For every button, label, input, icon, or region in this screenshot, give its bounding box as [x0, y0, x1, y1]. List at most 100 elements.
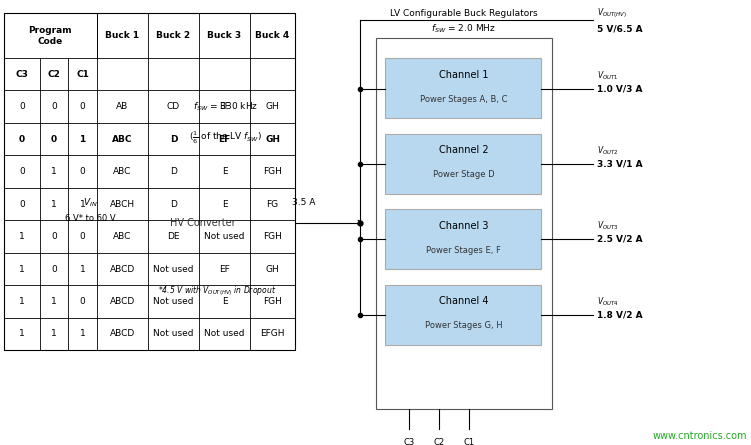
Text: C3: C3 — [15, 69, 29, 79]
Text: 0: 0 — [19, 102, 25, 111]
Bar — [376, 38, 552, 409]
Text: E: E — [222, 199, 228, 209]
Text: 2.5 V/2 A: 2.5 V/2 A — [597, 235, 643, 244]
Text: D: D — [170, 199, 177, 209]
Text: 1: 1 — [80, 199, 86, 209]
Text: Program
Code: Program Code — [29, 25, 72, 46]
Text: 3.5 A: 3.5 A — [292, 198, 316, 207]
Text: 1: 1 — [51, 329, 57, 339]
Text: Not used: Not used — [204, 329, 245, 339]
Text: LV Configurable Buck Regulators: LV Configurable Buck Regulators — [390, 9, 538, 18]
Text: ($\frac{1}{6}$ of the LV $f_{SW}$): ($\frac{1}{6}$ of the LV $f_{SW}$) — [189, 129, 262, 146]
Text: Buck 3: Buck 3 — [207, 31, 242, 40]
Text: 3.3 V/1 A: 3.3 V/1 A — [597, 159, 643, 168]
Text: 1: 1 — [80, 264, 86, 274]
Text: $V_{OUT3}$: $V_{OUT3}$ — [597, 220, 619, 232]
Text: $V_{OUT4}$: $V_{OUT4}$ — [597, 295, 619, 308]
Text: ABC: ABC — [113, 167, 131, 176]
Text: 6 V* to 60 V: 6 V* to 60 V — [65, 214, 116, 222]
Text: Not used: Not used — [153, 329, 194, 339]
Text: $f_{SW}$ = 2.0 MHz: $f_{SW}$ = 2.0 MHz — [431, 23, 496, 35]
Text: AB: AB — [116, 102, 128, 111]
Text: Channel 4: Channel 4 — [439, 296, 488, 307]
Bar — [385, 134, 541, 194]
Text: 0: 0 — [51, 102, 57, 111]
Text: C3: C3 — [404, 438, 415, 445]
Bar — [385, 285, 541, 345]
Bar — [158, 187, 248, 258]
Text: FGH: FGH — [263, 167, 282, 176]
Text: EF: EF — [219, 134, 231, 144]
Text: HV Converter: HV Converter — [170, 218, 236, 227]
Text: Buck 2: Buck 2 — [156, 31, 191, 40]
Text: C2: C2 — [47, 69, 61, 79]
Text: C1: C1 — [76, 69, 89, 79]
Text: Not used: Not used — [204, 232, 245, 241]
Text: GH: GH — [266, 264, 279, 274]
Text: 1.8 V/2 A: 1.8 V/2 A — [597, 311, 643, 320]
Text: 0: 0 — [80, 102, 86, 111]
Text: 0: 0 — [19, 134, 25, 144]
Text: Buck 4: Buck 4 — [255, 31, 290, 40]
Text: Not used: Not used — [153, 297, 194, 306]
Text: 0: 0 — [19, 199, 25, 209]
Text: 1: 1 — [19, 264, 25, 274]
Text: EF: EF — [219, 264, 230, 274]
Text: Channel 3: Channel 3 — [439, 221, 488, 231]
Text: 1: 1 — [80, 134, 86, 144]
Text: www.cntronics.com: www.cntronics.com — [653, 431, 747, 441]
Bar — [385, 209, 541, 269]
Text: Power Stage D: Power Stage D — [433, 170, 494, 179]
Text: E: E — [222, 297, 228, 306]
Text: *4.5 V with $V_{OUT(HV)}$ in Dropout: *4.5 V with $V_{OUT(HV)}$ in Dropout — [158, 284, 276, 299]
Text: 1: 1 — [19, 297, 25, 306]
Text: C1: C1 — [464, 438, 475, 445]
Text: 0: 0 — [80, 232, 86, 241]
Text: 0: 0 — [80, 297, 86, 306]
Text: 1: 1 — [51, 297, 57, 306]
Text: FGH: FGH — [263, 232, 282, 241]
Text: FGH: FGH — [263, 297, 282, 306]
Bar — [4, 13, 295, 350]
Text: GH: GH — [265, 134, 280, 144]
Text: 1: 1 — [51, 167, 57, 176]
Text: Channel 2: Channel 2 — [439, 145, 488, 155]
Text: 1: 1 — [19, 329, 25, 339]
Text: EFGH: EFGH — [261, 329, 285, 339]
Text: Power Stages A, B, C: Power Stages A, B, C — [420, 94, 507, 104]
Text: D: D — [170, 134, 177, 144]
Text: 0: 0 — [51, 134, 57, 144]
Text: DE: DE — [167, 232, 179, 241]
Text: D: D — [170, 167, 177, 176]
Text: 0: 0 — [80, 167, 86, 176]
Text: ABCD: ABCD — [110, 297, 135, 306]
Text: FG: FG — [267, 199, 279, 209]
Text: Power Stages E, F: Power Stages E, F — [426, 246, 501, 255]
Text: 1: 1 — [51, 199, 57, 209]
Text: ABC: ABC — [112, 134, 133, 144]
Text: Channel 1: Channel 1 — [439, 69, 488, 80]
Text: CD: CD — [167, 102, 180, 111]
Text: 5 V/6.5 A: 5 V/6.5 A — [597, 24, 643, 33]
Text: $V_{OUT1}$: $V_{OUT1}$ — [597, 69, 619, 82]
Text: 1: 1 — [19, 232, 25, 241]
Text: 0: 0 — [19, 167, 25, 176]
Text: $V_{IN}$: $V_{IN}$ — [83, 196, 98, 209]
Text: $V_{OUT(HV)}$: $V_{OUT(HV)}$ — [597, 6, 627, 20]
Bar — [4, 123, 295, 155]
Text: ABCD: ABCD — [110, 264, 135, 274]
Text: $f_{SW}$ = 330 kHz: $f_{SW}$ = 330 kHz — [193, 101, 258, 113]
Text: ABC: ABC — [113, 232, 131, 241]
Text: Not used: Not used — [153, 264, 194, 274]
Text: Power Stages G, H: Power Stages G, H — [424, 321, 502, 331]
Text: $V_{OUT2}$: $V_{OUT2}$ — [597, 144, 619, 157]
Text: 0: 0 — [51, 264, 57, 274]
Text: ABCH: ABCH — [110, 199, 135, 209]
Text: ABCD: ABCD — [110, 329, 135, 339]
Text: 0: 0 — [51, 232, 57, 241]
Text: EF: EF — [219, 102, 230, 111]
Bar — [385, 58, 541, 118]
Text: 1: 1 — [80, 329, 86, 339]
Text: GH: GH — [266, 102, 279, 111]
Text: C2: C2 — [434, 438, 445, 445]
